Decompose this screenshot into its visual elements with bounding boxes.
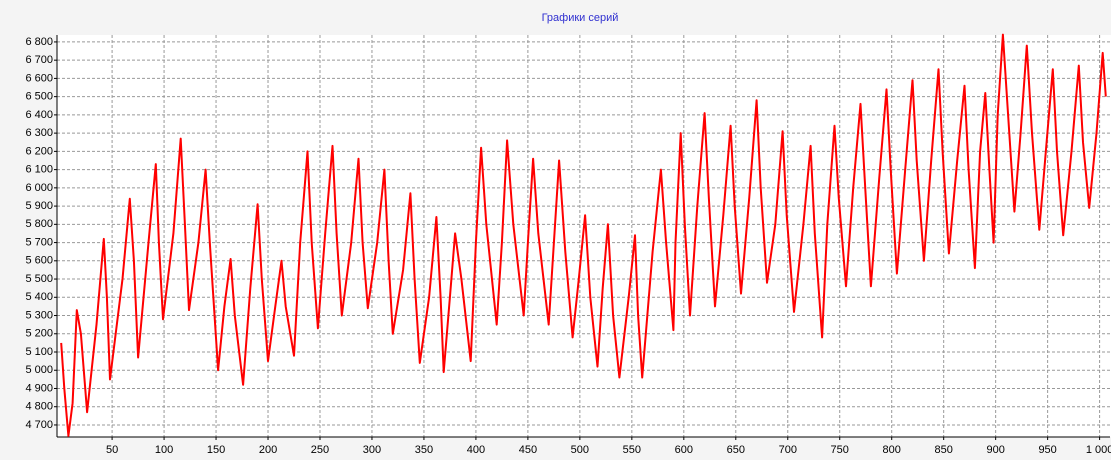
y-tick-label: 5 900 [25,200,53,212]
x-tick-label: 550 [623,444,641,456]
x-tick-label: 350 [415,444,433,456]
y-tick-label: 5 500 [25,273,53,285]
y-tick-label: 5 800 [25,218,53,230]
x-tick-label: 1 000 [1086,444,1111,456]
y-tick-label: 6 500 [25,91,53,103]
y-tick-label: 6 200 [25,145,53,157]
y-tick-label: 5 300 [25,309,53,321]
x-tick-label: 50 [106,444,118,456]
y-tick-label: 5 600 [25,255,53,267]
x-tick-label: 900 [986,444,1004,456]
x-tick-label: 250 [311,444,329,456]
y-tick-label: 4 900 [25,382,53,394]
y-tick-label: 4 800 [25,401,53,413]
y-tick-label: 5 100 [25,346,53,358]
x-tick-label: 850 [935,444,953,456]
y-tick-label: 4 700 [25,419,53,431]
x-tick-label: 500 [571,444,589,456]
y-tick-label: 6 300 [25,127,53,139]
x-tick-label: 200 [259,444,277,456]
x-tick-label: 650 [727,444,745,456]
x-tick-label: 150 [207,444,225,456]
x-tick-label: 600 [675,444,693,456]
y-tick-label: 5 000 [25,364,53,376]
y-tick-label: 6 800 [25,36,53,48]
chart-title: Графики серий [542,12,619,24]
y-tick-label: 5 700 [25,236,53,248]
series-line [60,33,1107,437]
x-tick-label: 950 [1038,444,1056,456]
x-tick-label: 100 [155,444,173,456]
y-tick-label: 6 100 [25,164,53,176]
x-tick-label: 450 [519,444,537,456]
x-tick-label: 800 [883,444,901,456]
y-tick-label: 5 200 [25,328,53,340]
y-tick-label: 6 600 [25,72,53,84]
x-tick-label: 750 [831,444,849,456]
y-tick-label: 6 000 [25,182,53,194]
y-tick-label: 5 400 [25,291,53,303]
x-tick-label: 700 [779,444,797,456]
y-tick-label: 6 700 [25,54,53,66]
y-tick-label: 6 400 [25,109,53,121]
x-tick-label: 400 [467,444,485,456]
x-tick-label: 300 [363,444,381,456]
